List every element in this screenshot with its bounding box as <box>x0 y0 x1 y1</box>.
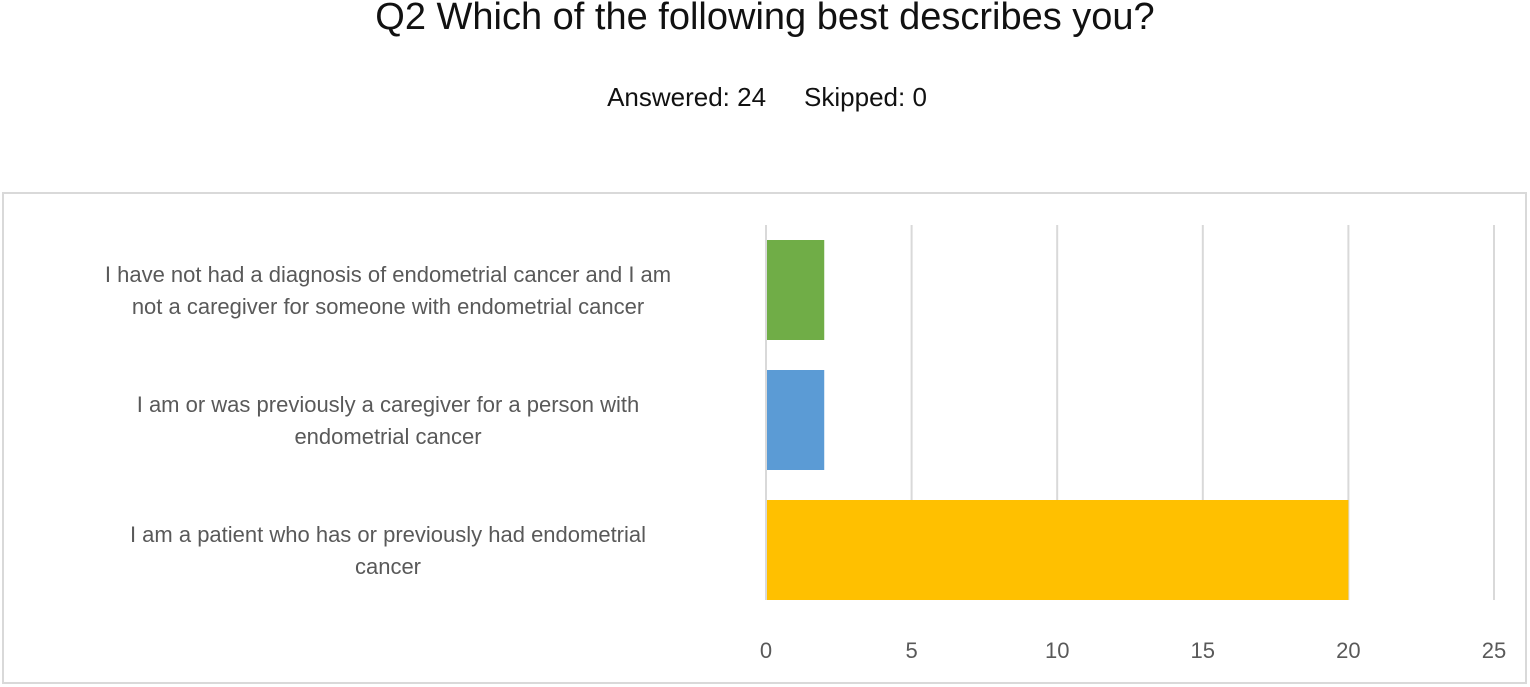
response-stats: Answered: 24 Skipped: 0 <box>0 81 1530 113</box>
category-label: I am a patient who has or previously had… <box>130 522 646 547</box>
x-tick-label: 5 <box>905 638 917 663</box>
chart-title: Q2 Which of the following best describes… <box>375 0 1155 38</box>
x-tick-label: 10 <box>1045 638 1069 663</box>
bar <box>766 240 825 340</box>
x-tick-label: 15 <box>1191 638 1215 663</box>
x-tick-label: 0 <box>760 638 772 663</box>
category-label: not a caregiver for someone with endomet… <box>132 294 644 319</box>
chart-frame <box>2 192 1527 684</box>
category-label: I have not had a diagnosis of endometria… <box>105 262 671 287</box>
category-label: I am or was previously a caregiver for a… <box>137 392 640 417</box>
category-label: cancer <box>355 554 421 579</box>
x-tick-label: 20 <box>1336 638 1360 663</box>
category-label: endometrial cancer <box>294 424 481 449</box>
answered-count: Answered: 24 <box>607 82 767 112</box>
bar <box>766 500 1349 600</box>
bar <box>766 370 825 470</box>
x-tick-label: 25 <box>1482 638 1506 663</box>
skipped-count: Skipped: 0 <box>804 82 927 112</box>
